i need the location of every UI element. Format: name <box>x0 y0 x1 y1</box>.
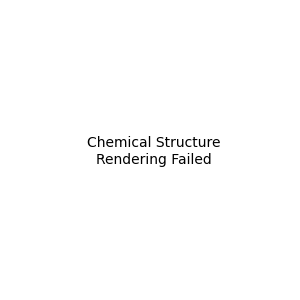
Text: Chemical Structure
Rendering Failed: Chemical Structure Rendering Failed <box>87 136 220 166</box>
